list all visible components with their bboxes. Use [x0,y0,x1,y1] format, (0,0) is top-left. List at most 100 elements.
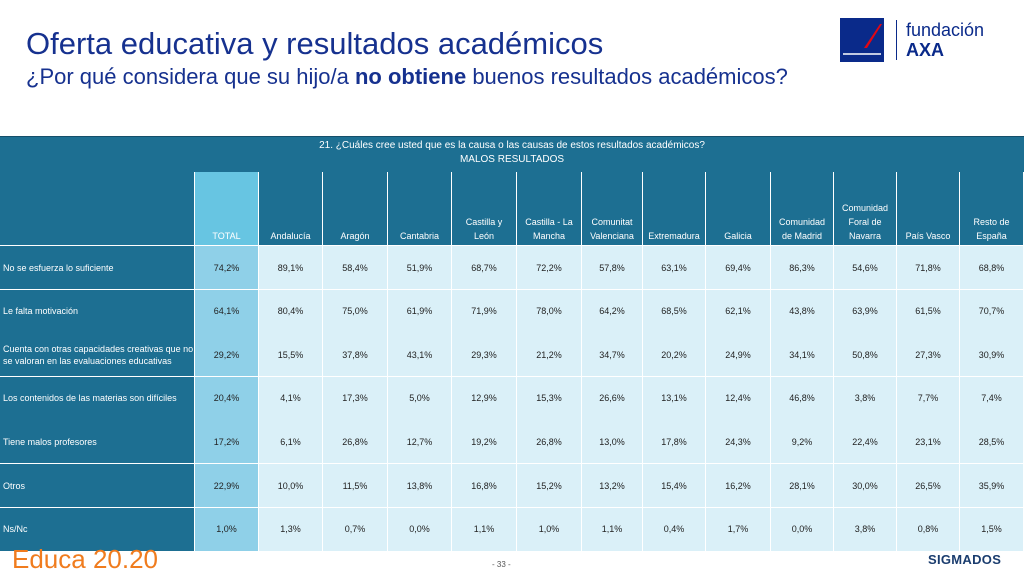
table-row: Tiene malos profesores 17,2% 6,1% 26,8% 12,7… [0,420,1024,464]
region-cell: 17,3% [323,376,388,420]
region-cell: 13,0% [582,420,643,464]
column-header: Castilla - La Mancha [517,172,582,245]
region-cell: 28,1% [771,464,834,507]
region-cell: 28,5% [960,420,1024,464]
subtitle-post: buenos resultados académicos? [466,64,788,89]
region-cell: 78,0% [517,289,582,333]
sigmados-logo: SIGMADOS [928,552,1002,567]
region-cell: 46,8% [771,376,834,420]
region-cell: 58,4% [323,246,388,289]
column-header: Extremadura [643,172,706,245]
region-cell: 17,8% [643,420,706,464]
region-cell: 68,7% [452,246,517,289]
region-cell: 26,6% [582,376,643,420]
total-cell: 22,9% [195,464,259,507]
column-header-line: Resto de [973,217,1010,227]
column-header-line: País Vasco [905,231,951,241]
region-cell: 50,8% [834,333,897,377]
region-cell: 51,9% [388,246,452,289]
total-cell: 74,2% [195,246,259,289]
column-header-line: Comunitat [591,217,633,227]
region-cell: 61,9% [388,289,452,333]
row-label: Ns/Nc [0,507,195,551]
row-label: No se esfuerza lo suficiente [0,246,195,289]
region-cell: 0,0% [771,507,834,551]
region-cell: 35,9% [960,464,1024,507]
region-cell: 24,9% [706,333,771,377]
region-cell: 7,7% [897,376,960,420]
column-header-line: Comunidad [841,203,889,213]
column-header: País Vasco [897,172,960,245]
region-cell: 86,3% [771,246,834,289]
column-header-line: Valenciana [590,231,634,241]
region-cell: 1,7% [706,507,771,551]
region-cell: 6,1% [259,420,323,464]
region-cell: 12,7% [388,420,452,464]
region-cell: 29,3% [452,333,517,377]
educa-logo: Educa 20.20 [12,544,159,574]
logo-text-fundacion: fundación [906,20,985,40]
region-cell: 34,7% [582,333,643,377]
region-cell: 21,2% [517,333,582,377]
region-cell: 10,0% [259,464,323,507]
axa-logo-icon [840,18,884,62]
total-cell: 29,2% [195,333,259,377]
column-header: Resto de España [960,172,1024,245]
table-row: Otros 22,9% 10,0% 11,5% 13,8% 16,8% 15,2% 13,2%… [0,464,1024,507]
region-cell: 15,5% [259,333,323,377]
subtitle-pre: ¿Por qué considera que su hijo/a [26,64,355,89]
column-header: Comunitat Valenciana [582,172,643,245]
table-row: Ns/Nc 1,0% 1,3% 0,7% 0,0% 1,1% 1,0% 1,1% 0,4% 1,7… [0,507,1024,551]
region-cell: 7,4% [960,376,1024,420]
column-header: TOTAL [195,172,259,245]
region-cell: 3,8% [834,507,897,551]
region-cell: 1,5% [960,507,1024,551]
column-header-line: TOTAL [212,231,241,241]
total-cell: 64,1% [195,289,259,333]
region-cell: 71,8% [897,246,960,289]
region-cell: 43,8% [771,289,834,333]
row-label: Le falta motivación [0,289,195,333]
region-cell: 12,4% [706,376,771,420]
region-cell: 13,8% [388,464,452,507]
region-cell: 16,8% [452,464,517,507]
region-cell: 22,4% [834,420,897,464]
region-cell: 19,2% [452,420,517,464]
region-cell: 5,0% [388,376,452,420]
region-cell: 80,4% [259,289,323,333]
column-header-line: Navarra [848,231,881,241]
region-cell: 26,8% [517,420,582,464]
region-cell: 15,3% [517,376,582,420]
region-cell: 13,1% [643,376,706,420]
column-header-line: de Madrid [781,231,823,241]
region-cell: 34,1% [771,333,834,377]
subtitle-bold: no obtiene [354,64,467,89]
region-cell: 63,9% [834,289,897,333]
column-header: Comunidad de Madrid [771,172,834,245]
column-header-line: Aragón [340,231,370,241]
column-header-line: Castilla - La [525,217,573,227]
column-header-line: Galicia [724,231,752,241]
column-header-line: Mancha [532,231,566,241]
region-cell: 54,6% [834,246,897,289]
page-number: - 33 - [492,560,511,569]
column-header-line: Comunidad [778,217,826,227]
total-cell: 20,4% [195,376,259,420]
column-header-line: Cantabria [399,231,440,241]
table-row: Le falta motivación 64,1% 80,4% 75,0% 61,9% 7… [0,289,1024,333]
region-cell: 27,3% [897,333,960,377]
region-cell: 61,5% [897,289,960,333]
column-header-line: Extremadura [648,231,700,241]
region-cell: 15,2% [517,464,582,507]
column-header-line: Foral de [848,217,882,227]
column-header: Castilla y León [452,172,517,245]
column-header: Andalucía [259,172,323,245]
region-cell: 23,1% [897,420,960,464]
region-cell: 1,0% [517,507,582,551]
region-cell: 57,8% [582,246,643,289]
region-cell: 89,1% [259,246,323,289]
fundacion-axa-logo: fundación AXA [840,18,1020,62]
region-cell: 0,8% [897,507,960,551]
table-row: Los contenidos de las materias son difíc… [0,376,1024,420]
table-question: 21. ¿Cuáles cree usted que es la causa o… [319,140,705,151]
